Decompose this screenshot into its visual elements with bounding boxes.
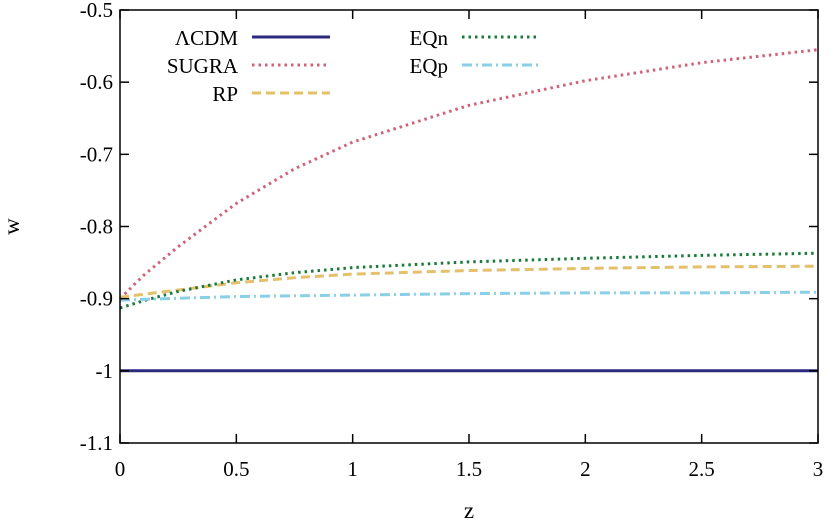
- series-line-3: [119, 251, 819, 310]
- legend-label-0: ΛCDM: [175, 26, 238, 50]
- legend-label-2: RP: [212, 82, 238, 106]
- x-tick-label: 2: [580, 457, 591, 481]
- x-tick-label: 1.5: [456, 457, 482, 481]
- x-tick-label: 3: [813, 457, 824, 481]
- legend-label-1: SUGRA: [167, 54, 239, 78]
- legend-label-4: EQp: [410, 54, 449, 78]
- y-axis-title: w: [0, 218, 24, 235]
- y-tick-label: -1: [96, 359, 114, 383]
- y-tick-label: -0.6: [80, 70, 113, 94]
- series-line-4: [119, 290, 819, 302]
- x-tick-label: 0: [115, 457, 126, 481]
- y-tick-label: -0.8: [80, 215, 113, 239]
- y-tick-label: -0.7: [80, 142, 113, 166]
- ticks-layer: 0 0.5 1 1.5 2 2.5 3 -0.5 -0.6 -0.7 -0.8 -0.9 -1 -1.1: [80, 0, 824, 481]
- y-tick-label: -0.9: [80, 287, 113, 311]
- legend-label-3: EQn: [410, 26, 449, 50]
- x-tick-label: 0.5: [223, 457, 249, 481]
- x-axis-title: z: [464, 498, 474, 523]
- legend: ΛCDM SUGRA RP EQn EQp: [167, 26, 540, 106]
- y-tick-label: -0.5: [80, 0, 113, 22]
- series-layer: [118, 48, 819, 373]
- plot-frame: [119, 9, 819, 444]
- x-tick-label: 1: [347, 457, 358, 481]
- x-tick-label: 2.5: [689, 457, 715, 481]
- y-tick-label: -1.1: [80, 431, 113, 455]
